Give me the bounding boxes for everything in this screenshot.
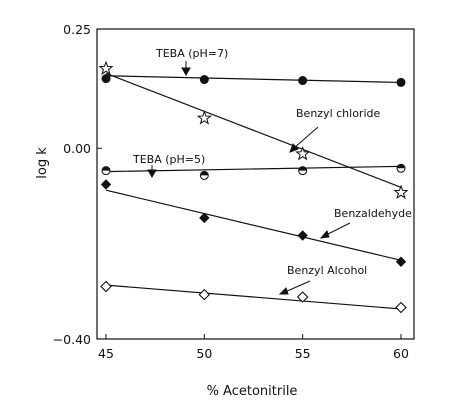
- data-point-series-2-2-fill: [298, 166, 307, 171]
- data-point-series-2-1: [199, 170, 209, 180]
- data-point-series-0-2: [298, 76, 308, 86]
- data-point-series-3-1: [199, 212, 210, 224]
- arrow-benzyl-alcohol: [284, 280, 311, 293]
- annotation-teba-ph5: TEBA (pH=5): [132, 153, 205, 166]
- x-axis-title: % Acetonitrile: [207, 384, 298, 399]
- data-point-series-4-1: [198, 288, 211, 301]
- arrowhead-benzaldehyde: [319, 230, 330, 239]
- annotation-arrows: [147, 61, 351, 295]
- arrow-benzyl-chloride: [293, 126, 319, 149]
- arrow-benzaldehyde: [325, 222, 351, 236]
- data-point-series-0-0: [101, 74, 111, 84]
- data-point-series-3-0: [100, 179, 112, 190]
- arrowhead-benzyl-alcohol: [278, 287, 289, 295]
- data-point-series-0-3: [396, 77, 406, 87]
- plot-frame: [96, 28, 415, 340]
- x-tick-label: 60: [393, 346, 409, 361]
- annotation-teba-ph7: TEBA (pH=7): [155, 47, 228, 60]
- data-point-series-1-1: [196, 110, 212, 125]
- data-point-series-0-1: [199, 75, 209, 85]
- fit-lines-layer: [105, 72, 402, 310]
- x-tick-label: 45: [98, 346, 114, 361]
- y-tick-label: −0.40: [53, 332, 91, 347]
- x-tick-label: 55: [295, 346, 311, 361]
- annotation-benzyl-chloride: Benzyl chloride: [296, 107, 380, 120]
- data-point-series-4-2: [296, 291, 309, 303]
- y-tick-label: 0.00: [63, 141, 91, 156]
- fit-line-series-0: [105, 75, 402, 84]
- data-point-series-2-3: [396, 163, 406, 173]
- data-point-series-1-3: [393, 184, 409, 200]
- x-tick-label: 50: [196, 346, 212, 361]
- data-point-series-1-2: [295, 145, 311, 161]
- data-point-series-2-0-fill: [102, 166, 110, 171]
- annotation-benzyl-alcohol: Benzyl Alcohol: [287, 264, 367, 277]
- data-point-series-3-3: [395, 256, 407, 267]
- data-point-series-4-0: [100, 280, 112, 293]
- data-point-series-2-0: [101, 166, 111, 176]
- data-point-series-4-3: [395, 301, 407, 314]
- y-tick-label: 0.25: [63, 22, 91, 37]
- data-point-series-3-2: [297, 230, 308, 241]
- y-axis-title: log k: [35, 147, 50, 179]
- arrowhead-teba-ph7: [181, 67, 191, 77]
- markers-layer: [98, 60, 409, 314]
- annotation-benzaldehyde: Benzaldehyde: [334, 207, 412, 220]
- fit-line-series-2: [105, 165, 402, 173]
- arrowhead-teba-ph5: [147, 169, 157, 179]
- fit-line-series-1: [105, 72, 402, 188]
- data-point-series-2-1-fill: [200, 171, 209, 176]
- fit-line-series-3: [105, 189, 402, 261]
- data-point-series-2-2: [298, 166, 308, 176]
- data-point-series-2-3-fill: [397, 164, 405, 169]
- data-point-series-1-0: [98, 60, 114, 76]
- ticks-layer: 45 50 55 60 0.25 0.00 −0.40: [53, 22, 409, 361]
- fit-line-series-4: [105, 284, 402, 310]
